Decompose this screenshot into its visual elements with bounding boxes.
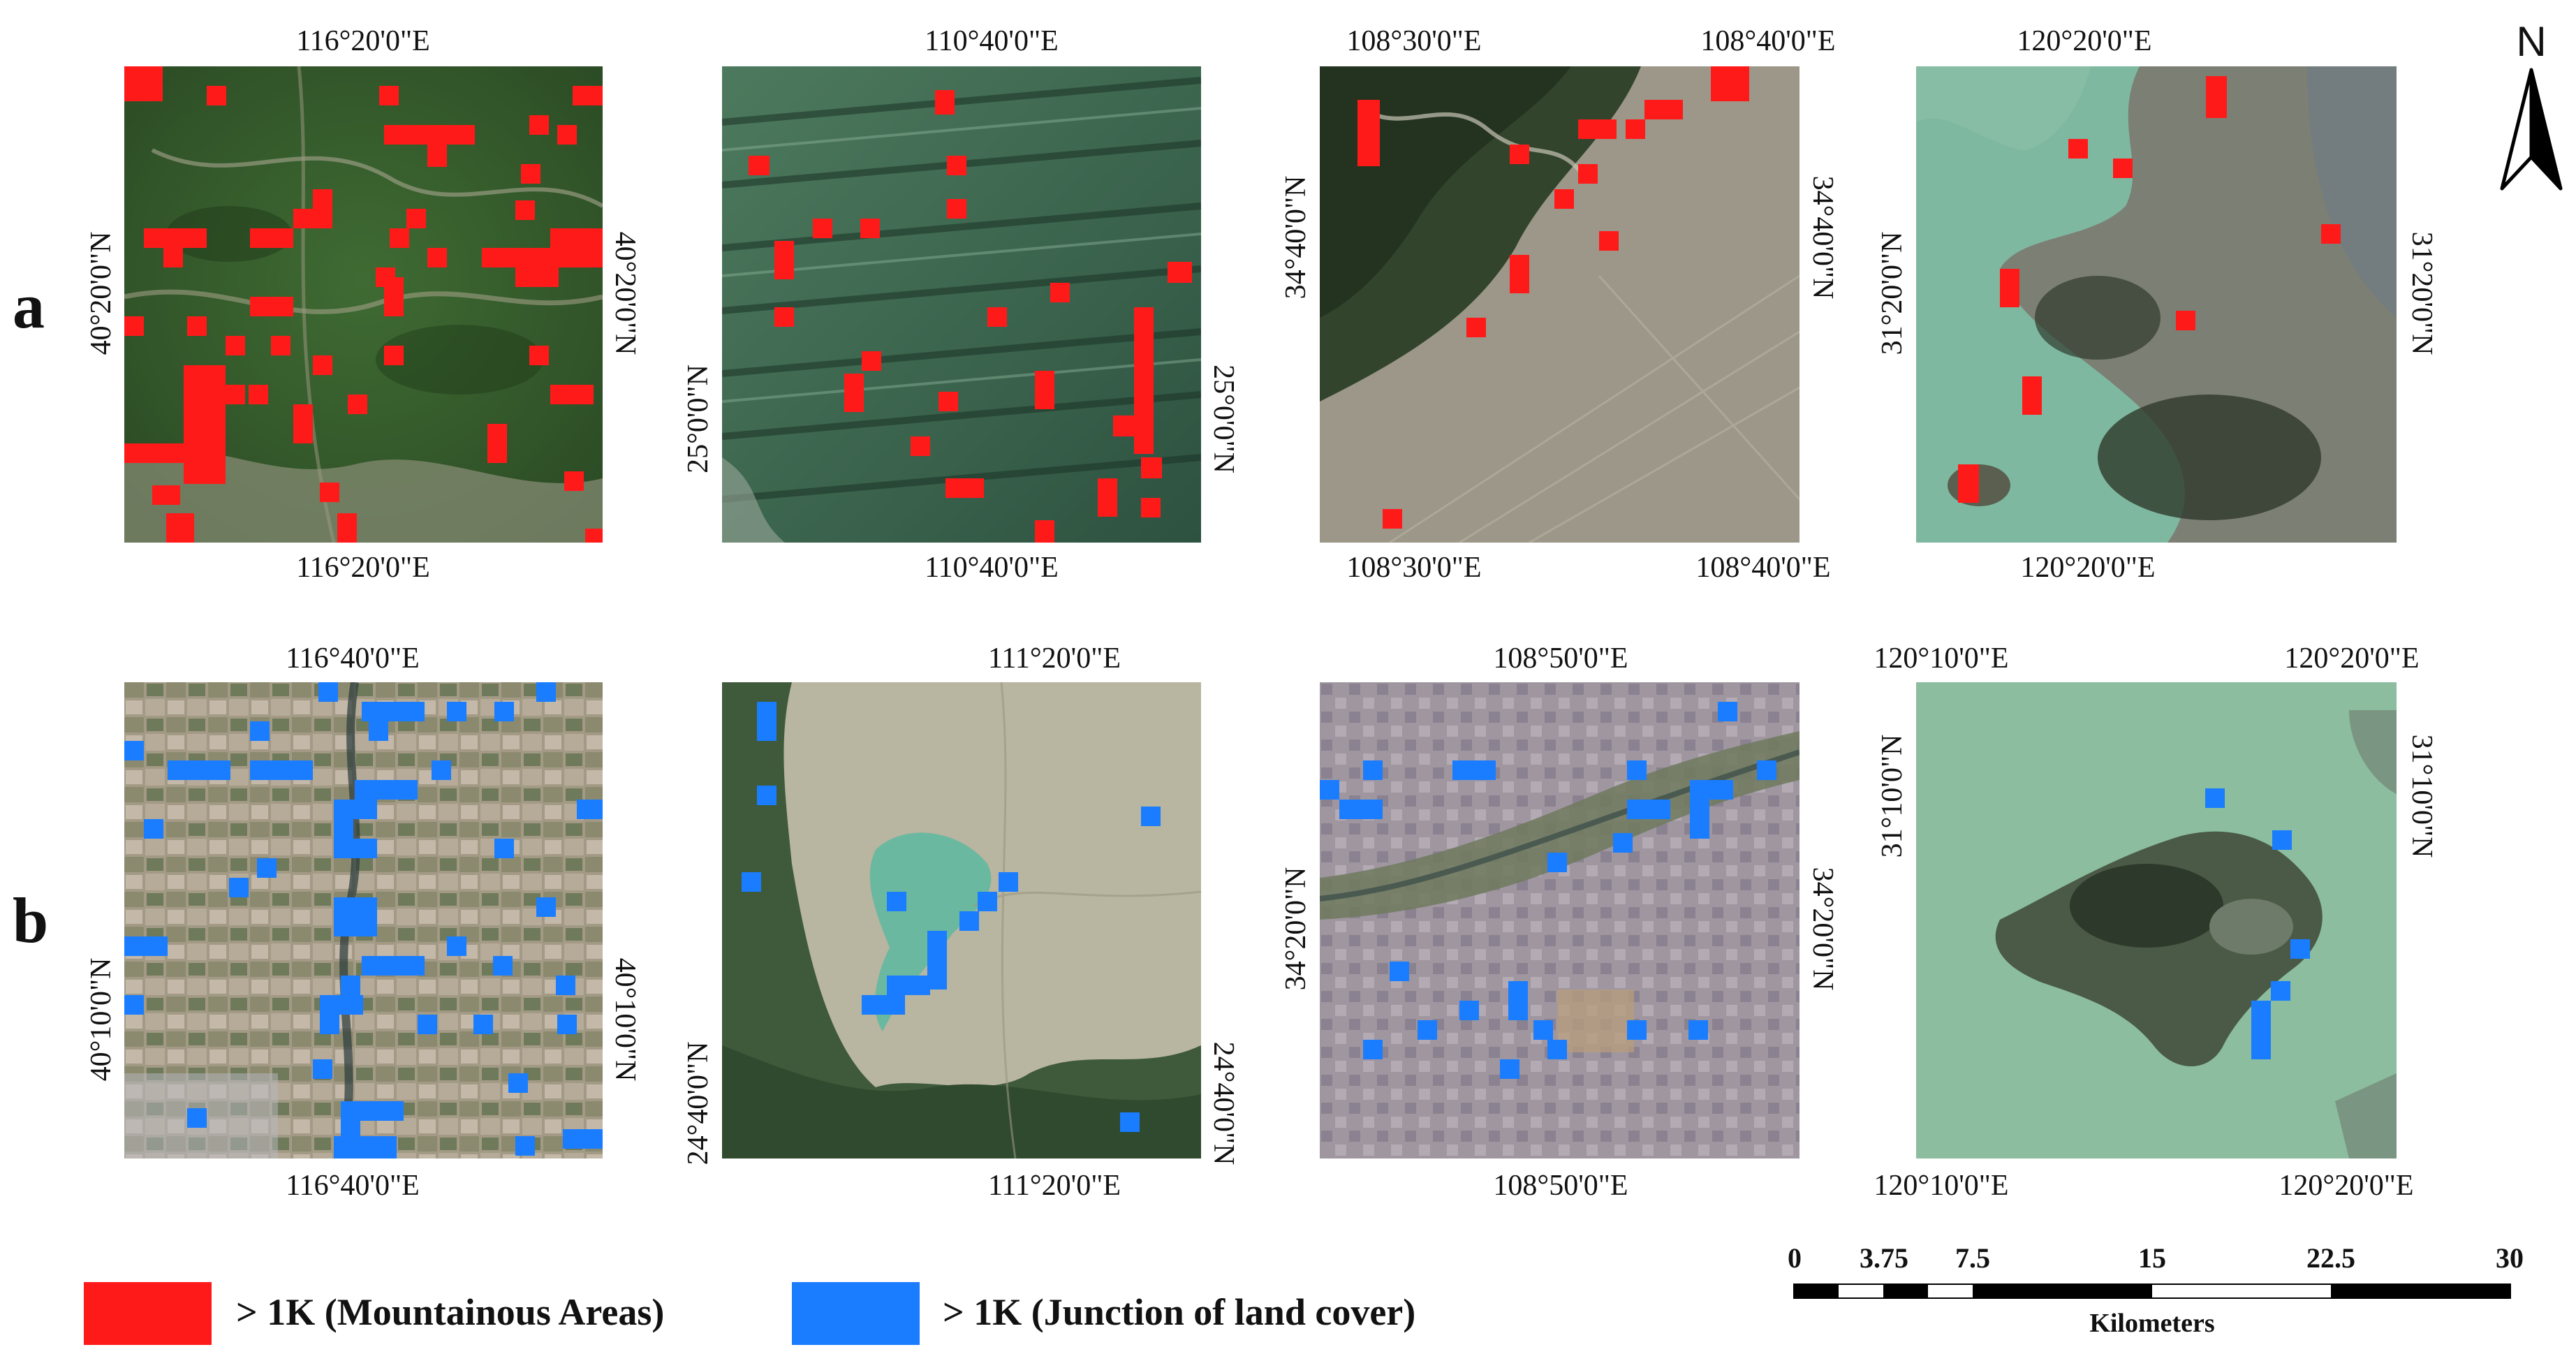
coord-top-a1: 116°20'0"E bbox=[296, 25, 430, 57]
coord-right-a4: 31°20'0"N bbox=[2406, 231, 2438, 355]
pixel-group-b3 bbox=[1320, 702, 1776, 1079]
coord-bottom-a1: 116°20'0"E bbox=[296, 552, 430, 584]
satellite-image-a4 bbox=[1916, 66, 2397, 543]
legend-label-mountainous: > 1K (Mountainous Areas) bbox=[236, 1291, 665, 1333]
coord-bottom-b4-east: 120°20'0"E bbox=[2279, 1170, 2414, 1202]
satellite-image-b4 bbox=[1916, 682, 2397, 1158]
coord-top-a4: 120°20'0"E bbox=[2017, 25, 2152, 57]
coord-bottom-a3-west: 108°30'0"E bbox=[1346, 552, 1482, 584]
satellite-image-b2 bbox=[722, 682, 1201, 1158]
map-panel-b1 bbox=[124, 682, 603, 1158]
coord-left-a1: 40°20'0"N bbox=[85, 231, 117, 355]
pixel-group-a2 bbox=[749, 90, 1192, 543]
coord-right-b2: 24°40'0"N bbox=[1207, 1041, 1239, 1165]
satellite-image-a3 bbox=[1320, 66, 1799, 543]
coord-left-b3: 34°20'0"N bbox=[1280, 867, 1312, 991]
scale-tick-3-75: 3.75 bbox=[1860, 1242, 1908, 1274]
coord-left-b4: 31°10'0"N bbox=[1876, 734, 1908, 858]
coord-top-b4-east: 120°20'0"E bbox=[2284, 642, 2420, 675]
map-panel-a4 bbox=[1916, 66, 2397, 543]
coord-left-a4: 31°20'0"N bbox=[1876, 231, 1908, 355]
coord-top-a2: 110°40'0"E bbox=[925, 25, 1059, 57]
coord-right-a2: 25°0'0"N bbox=[1207, 365, 1239, 473]
coord-bottom-a4: 120°20'0"E bbox=[2020, 552, 2156, 584]
row-label-b: b bbox=[13, 885, 49, 956]
coord-bottom-b3: 108°50'0"E bbox=[1493, 1170, 1628, 1202]
map-panel-b2 bbox=[722, 682, 1201, 1158]
coord-top-b3: 108°50'0"E bbox=[1493, 642, 1628, 675]
satellite-image-b1 bbox=[124, 682, 603, 1158]
coord-top-b2: 111°20'0"E bbox=[987, 642, 1121, 675]
coord-left-b2: 24°40'0"N bbox=[682, 1041, 714, 1165]
coord-left-a3: 34°40'0"N bbox=[1280, 175, 1312, 300]
coord-top-b1: 116°40'0"E bbox=[286, 642, 420, 675]
scale-bar bbox=[1793, 1283, 2511, 1299]
north-arrow: N bbox=[2496, 18, 2566, 191]
coord-bottom-a2: 110°40'0"E bbox=[925, 552, 1059, 584]
scale-tick-22-5: 22.5 bbox=[2306, 1242, 2355, 1274]
map-panel-a1 bbox=[124, 66, 603, 543]
coord-top-a3-west: 108°30'0"E bbox=[1346, 25, 1482, 57]
pixel-group-a1 bbox=[124, 66, 603, 543]
scale-tick-7-5: 7.5 bbox=[1955, 1242, 1990, 1274]
coord-bottom-b4-west: 120°10'0"E bbox=[1874, 1170, 2009, 1202]
pixel-group-b4 bbox=[2205, 788, 2310, 1059]
scale-tick-0: 0 bbox=[1788, 1242, 1802, 1274]
coord-right-b1: 40°10'0"N bbox=[609, 957, 641, 1082]
coord-top-b4-west: 120°10'0"E bbox=[1874, 642, 2009, 675]
coord-bottom-b2: 111°20'0"E bbox=[987, 1170, 1121, 1202]
legend-swatch-mountainous bbox=[84, 1282, 212, 1345]
satellite-image-b3 bbox=[1320, 682, 1799, 1158]
coord-right-a1: 40°20'0"N bbox=[609, 231, 641, 355]
pixel-group-b2 bbox=[742, 702, 1161, 1132]
coord-right-a3: 34°40'0"N bbox=[1806, 175, 1839, 300]
row-label-a: a bbox=[13, 270, 45, 341]
pixel-group-b1 bbox=[124, 682, 603, 1158]
pixel-group-a4 bbox=[1958, 76, 2341, 503]
coord-bottom-b1: 116°40'0"E bbox=[286, 1170, 420, 1202]
map-panel-b4 bbox=[1916, 682, 2397, 1158]
coord-bottom-a3-east: 108°40'0"E bbox=[1695, 552, 1831, 584]
coord-left-a2: 25°0'0"N bbox=[682, 365, 714, 473]
satellite-image-a2 bbox=[722, 66, 1201, 543]
coord-left-b1: 40°10'0"N bbox=[85, 957, 117, 1082]
pixel-group-a3 bbox=[1357, 66, 1749, 529]
scale-unit: Kilometers bbox=[2089, 1309, 2215, 1338]
north-arrow-icon bbox=[2500, 68, 2563, 191]
coord-right-b4: 31°10'0"N bbox=[2406, 734, 2438, 858]
coord-right-b3: 34°20'0"N bbox=[1806, 867, 1839, 991]
coord-top-a3-east: 108°40'0"E bbox=[1700, 25, 1836, 57]
map-panel-b3 bbox=[1320, 682, 1799, 1158]
north-label: N bbox=[2516, 18, 2547, 65]
map-panel-a3 bbox=[1320, 66, 1799, 543]
scale-tick-30: 30 bbox=[2496, 1242, 2524, 1274]
legend-label-junction: > 1K (Junction of land cover) bbox=[943, 1291, 1416, 1333]
satellite-image-a1 bbox=[124, 66, 603, 543]
legend-swatch-junction bbox=[792, 1282, 920, 1345]
scale-tick-15: 15 bbox=[2138, 1242, 2166, 1274]
map-panel-a2 bbox=[722, 66, 1201, 543]
